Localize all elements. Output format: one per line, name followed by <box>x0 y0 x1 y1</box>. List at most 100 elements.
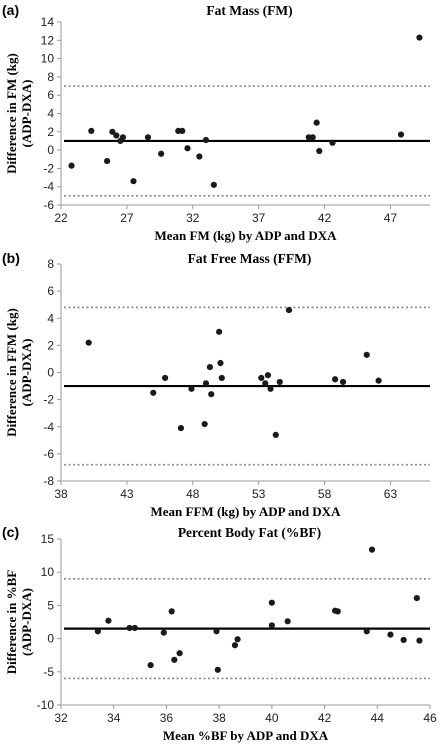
x-tick-label: 47 <box>384 211 398 225</box>
y-tick-label: 4 <box>47 107 54 121</box>
data-point <box>316 147 323 155</box>
data-point <box>363 351 370 358</box>
x-axis-label: Mean %BF by ADP and DXA <box>163 728 329 743</box>
x-tick-label: 32 <box>54 711 68 725</box>
y-tick-label: 8 <box>47 257 54 271</box>
data-point <box>144 134 152 141</box>
data-point <box>113 132 120 139</box>
data-point <box>416 34 423 41</box>
data-point <box>416 637 423 644</box>
data-point <box>413 594 420 602</box>
data-point <box>160 629 167 636</box>
data-point <box>162 374 169 382</box>
chart-title: Fat Mass (FM) <box>206 3 292 18</box>
data-point <box>214 666 221 673</box>
x-tick-label: 22 <box>54 211 68 225</box>
data-point <box>339 378 347 386</box>
y-tick-label: -5 <box>43 665 54 679</box>
data-point <box>184 145 191 152</box>
x-tick-label: 42 <box>318 711 332 725</box>
data-point <box>267 385 274 392</box>
x-tick-label: 44 <box>371 711 385 725</box>
data-point <box>188 385 195 392</box>
data-point <box>234 636 241 643</box>
y-tick-label: 10 <box>41 565 55 579</box>
y-axis-label-line1: Difference in %BF <box>4 570 19 675</box>
data-point <box>329 139 336 146</box>
y-tick-label: -10 <box>37 698 55 712</box>
data-point <box>196 153 203 160</box>
x-tick-label: 58 <box>318 487 332 501</box>
y-tick-label: -4 <box>43 420 54 434</box>
x-tick-label: 37 <box>252 211 266 225</box>
data-point <box>202 136 210 144</box>
data-point <box>94 628 101 635</box>
data-point <box>387 631 394 638</box>
y-tick-label: -2 <box>43 393 54 407</box>
data-point <box>231 642 239 649</box>
x-tick-label: 42 <box>318 211 332 225</box>
panel-c: (c) Percent Body Fat (%BF) -10 -5 0 5 10 15 32 34… <box>2 524 437 743</box>
data-point <box>104 157 111 165</box>
data-point <box>258 374 265 382</box>
data-point <box>284 618 291 625</box>
data-point <box>202 380 210 387</box>
y-tick-label: 12 <box>41 33 55 47</box>
data-point <box>218 374 225 382</box>
data-point <box>268 599 275 606</box>
data-point <box>88 127 95 134</box>
panel-label: (b) <box>2 250 20 266</box>
panel-label: (a) <box>2 2 19 18</box>
data-point <box>268 622 275 629</box>
x-tick-label: 38 <box>212 711 226 725</box>
y-tick-label: 0 <box>47 366 54 380</box>
y-tick-label: 6 <box>47 284 54 298</box>
x-tick-label: 32 <box>186 211 200 225</box>
x-tick-label: 43 <box>120 487 134 501</box>
data-point <box>201 420 208 428</box>
y-axis-label-line2: (ADP-DXA) <box>19 80 34 148</box>
data-point <box>109 128 116 135</box>
data-point <box>216 328 223 335</box>
y-tick-label: -4 <box>43 180 54 194</box>
data-point <box>131 624 138 632</box>
x-tick-label: 48 <box>186 487 200 501</box>
data-point <box>276 378 283 386</box>
y-tick-label: 2 <box>47 338 54 352</box>
data-point <box>105 617 112 624</box>
y-tick-label: -6 <box>43 447 54 461</box>
x-tick-label: 27 <box>120 211 134 225</box>
y-tick-label: 5 <box>47 598 54 612</box>
data-point <box>285 307 293 314</box>
data-point <box>368 546 376 553</box>
data-point <box>217 359 224 367</box>
x-tick-label: 36 <box>160 711 174 725</box>
data-point <box>375 377 382 384</box>
chart-title: Fat Free Mass (FFM) <box>188 251 312 266</box>
x-axis-label: Mean FFM (kg) by ADP and DXA <box>151 504 342 519</box>
data-point <box>158 150 165 157</box>
data-point <box>313 119 320 126</box>
data-point <box>130 178 137 185</box>
y-tick-label: 6 <box>47 88 54 102</box>
y-tick-label: 4 <box>47 311 54 325</box>
y-axis-label-line1: Difference in FFM (kg) <box>4 308 19 437</box>
panel-label: (c) <box>2 524 19 540</box>
data-point <box>171 656 178 663</box>
data-point <box>85 339 92 346</box>
data-point <box>177 425 185 432</box>
data-point <box>119 134 127 141</box>
data-point <box>397 131 405 138</box>
y-tick-label: 14 <box>41 15 55 29</box>
panel-b: (b) Fat Free Mass (FFM) -8 -6 -4 -2 0 2 4 6 8 38 43 4… <box>2 250 430 519</box>
data-point <box>176 650 183 657</box>
y-axis-label-line2: (ADP-DXA) <box>19 588 34 656</box>
x-tick-label: 63 <box>384 487 398 501</box>
data-point <box>272 431 279 438</box>
data-point <box>179 127 186 134</box>
y-tick-label: 15 <box>41 532 55 546</box>
y-axis-label-line1: Difference in FM (kg) <box>4 53 19 174</box>
x-tick-label: 53 <box>252 487 266 501</box>
x-tick-label: 38 <box>54 487 68 501</box>
